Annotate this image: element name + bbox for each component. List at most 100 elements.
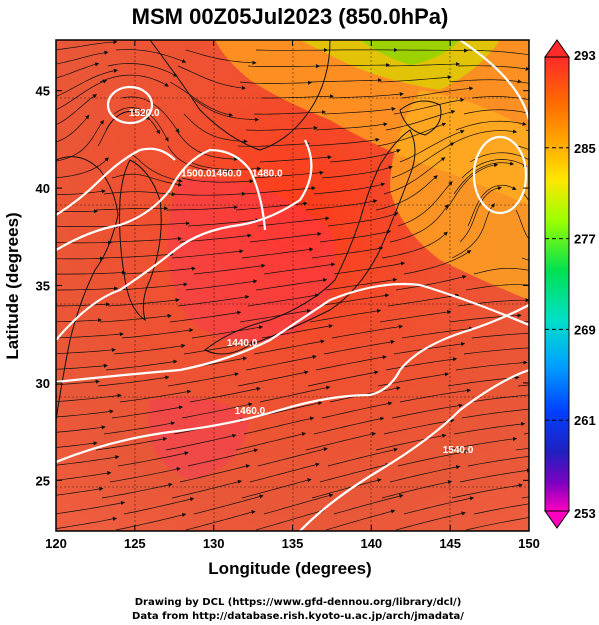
streamline [56,50,109,65]
streamline [305,432,377,451]
streamline [56,256,105,261]
chart-title: MSM 00Z05Jul2023 (850.0hPa) [132,4,449,29]
streamline [115,512,187,531]
streamline [119,389,192,403]
streamline [56,270,127,275]
wind-streamlines [56,40,529,531]
streamline [311,478,382,499]
contour-low-north [106,85,154,125]
streamline [171,479,243,499]
streamline [249,231,322,243]
y-axis-title: Latitude (degrees) [3,212,22,359]
contour-label: 1460.0 [211,168,242,179]
height-contours [56,40,529,531]
streamline [319,229,392,243]
streamline [461,159,528,179]
x-tick-label: 120 [45,536,67,551]
streamline [235,432,307,451]
streamline [56,471,112,481]
cool-region-east [390,90,529,300]
streamline [465,517,529,531]
streamline [403,250,472,275]
streamline [56,94,98,126]
streamline [263,262,336,275]
streamline [189,161,262,171]
streamline [183,113,248,144]
coastline-hokkaido [399,100,442,136]
x-tick-label: 145 [439,536,461,551]
streamline [317,62,391,68]
streamline [97,111,151,147]
streamline [305,199,378,211]
cool-region-northeast-green [360,40,460,65]
streamline [377,122,447,147]
streamline [239,80,312,85]
streamline [56,332,124,339]
streamline [101,482,173,499]
streamline [445,436,518,451]
streamline [381,480,453,499]
streamline [107,63,178,77]
streamline [56,286,119,291]
streamline [311,246,384,259]
streamline [253,109,327,115]
streamline [333,494,404,515]
credit-data: Data from http://database.rish.kyoto-u.a… [132,611,464,622]
streamline [243,416,315,435]
streamline [123,497,195,515]
streamline [245,125,318,131]
streamline [56,516,118,529]
streamline [391,403,463,419]
streamline [471,96,529,101]
streamline [165,433,237,451]
streamline [389,203,449,243]
contour-1480 [56,139,313,341]
colorbar-ticks: 293 285 277 269 261 253 [545,48,596,521]
streamline [259,385,331,403]
streamline [451,483,523,499]
colorbar-tick-label: 277 [574,232,596,247]
streamline [193,263,266,275]
streamline [259,155,332,163]
streamline [325,277,398,291]
streamline [395,511,466,531]
streamline [56,318,103,323]
streamline [391,142,455,179]
streamline [396,48,469,53]
streamline [445,163,499,211]
streamline [166,205,238,211]
streamline [243,186,316,195]
streamline [307,137,380,147]
y-tick-label: 30 [36,376,50,391]
streamline [179,233,252,243]
streamline [323,106,396,115]
streamline [447,375,520,387]
streamline [401,86,474,99]
streamline [56,425,106,433]
streamline [185,279,258,291]
contour-1440 [56,282,529,384]
streamline [397,180,453,227]
streamline [321,401,393,419]
streamline [56,486,104,496]
streamline [307,370,379,387]
streamline [315,122,388,131]
y-tick-label: 25 [36,473,50,488]
contour-labels: 1440.01460.01480.01460.01500.01520.01540… [129,108,474,456]
streamline [113,107,169,142]
streamline [167,372,239,387]
streamline [321,165,394,179]
streamline [181,402,253,419]
streamline [309,78,383,83]
x-tick-label: 125 [124,536,146,551]
streamline [56,40,118,50]
colorbar-tick-label: 269 [574,322,596,337]
contour-1520 [56,147,176,216]
streamline [255,277,328,291]
contour-label: 1440.0 [227,338,258,349]
colorbar-top-arrow [544,39,570,58]
streamline [451,203,495,259]
streamline [101,252,174,259]
streamline [309,308,382,323]
streamline [56,79,108,111]
